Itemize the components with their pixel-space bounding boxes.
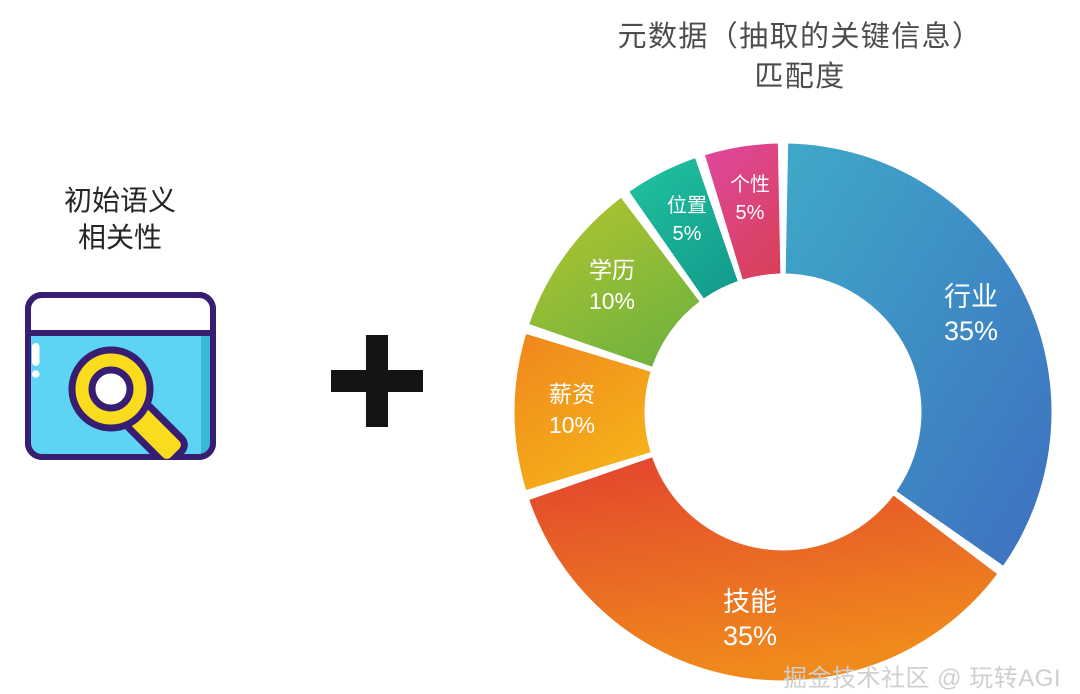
svg-text:学历: 学历 [589, 257, 635, 283]
svg-text:5%: 5% [736, 202, 765, 224]
svg-text:薪资: 薪资 [549, 381, 595, 407]
svg-text:位置: 位置 [667, 194, 707, 217]
svg-text:5%: 5% [673, 223, 702, 245]
svg-text:技能: 技能 [723, 587, 777, 617]
svg-text:10%: 10% [549, 412, 595, 438]
svg-text:35%: 35% [944, 316, 998, 346]
svg-text:35%: 35% [723, 621, 777, 651]
svg-text:行业: 行业 [944, 282, 998, 312]
svg-text:10%: 10% [589, 288, 635, 314]
svg-text:个性: 个性 [730, 173, 770, 196]
